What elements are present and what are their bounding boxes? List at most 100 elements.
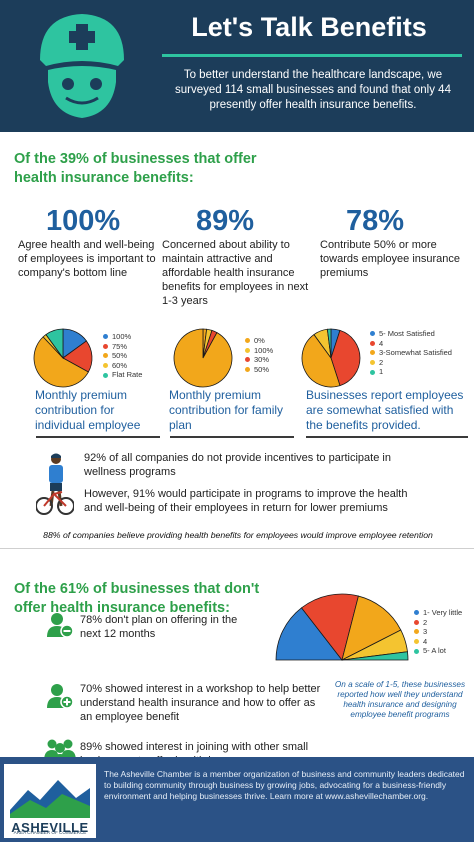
legend-label: 50% [254,364,270,374]
wellness-line-2: However, 91% would participate in progra… [84,488,408,514]
legend-label: 50% [112,351,128,361]
pie-slice-4 [173,328,233,388]
legend-swatch [245,347,250,353]
person-minus-icon [47,613,74,638]
legend-label: 4 [379,338,384,348]
legend-swatch [103,343,108,349]
legend-label: 2 [423,617,428,627]
semi-pie-understanding [275,593,409,661]
cyclist-icon [36,453,74,515]
pie-caption-family: Monthly premium contribution for family … [169,388,284,432]
nurse-icon [40,14,124,118]
pie-slice-1 [275,607,343,661]
not-offer-heading-line1: Of the 61% of businesses that don't [14,581,260,597]
pie-slice-2 [300,593,359,661]
legend-item: 1 [370,367,452,377]
legend-family: 0% 100% 30% 50% [245,336,273,374]
legend-swatch [414,639,419,645]
pie-divider-3 [306,436,468,438]
legend-swatch [414,610,419,616]
footer: ASHEVILLE AREA CHAMBER OF COMMERCE The A… [0,757,474,842]
legend-swatch [103,353,108,359]
legend-item: 3 [414,627,462,637]
stat-value-2: 89% [196,205,255,237]
legend-item: 2 [370,358,452,368]
pie-slice-5 [326,328,332,359]
legend-label: 0% [254,336,265,345]
not-offer-heading-line2: offer health insurance benefits: [14,600,230,616]
legend-label: 1 [379,367,384,377]
legend-label: 2 [379,357,384,367]
legend-swatch [414,619,419,625]
chamber-logo: ASHEVILLE AREA CHAMBER OF COMMERCE [4,764,96,838]
pie-caption-individual: Monthly premium contribution for individ… [35,388,141,432]
pie-slice-5 [45,328,64,360]
legend-item: 4 [414,637,462,647]
legend-swatch [414,629,419,635]
legend-label: 4 [423,636,428,646]
legend-label: Flat Rate [112,370,143,380]
legend-label: 5- Most Satisfied [379,329,435,338]
understanding-side-note: On a scale of 1-5, these businesses repo… [334,680,466,719]
stat-text-1: Agree health and well-being of employees… [18,239,156,279]
pie-caption-satisfaction: Businesses report employees are somewhat… [306,388,464,432]
legend-satisfaction: 5- Most Satisfied 4 3-Somewhat Satisfied 2 1 [370,329,452,377]
legend-swatch [245,357,250,363]
logo-subtitle: AREA CHAMBER OF COMMERCE [13,830,87,835]
legend-swatch [245,367,250,373]
legend-item: 60% [103,361,142,371]
legend-label: 100% [112,332,132,341]
page-title: Let's Talk Benefits [191,12,427,42]
section-divider [0,548,474,549]
offer-section-heading: Of the 39% of businesses that offer heal… [14,150,257,188]
legend-item: 100% [245,346,273,356]
legend-swatch [370,360,375,366]
legend-swatch [103,372,108,378]
pie-chart-family [173,328,233,388]
not-offer-section-heading: Of the 61% of businesses that don't offe… [14,580,259,618]
legend-label: 75% [112,341,128,351]
pie-divider-1 [36,436,160,438]
legend-swatch [414,648,419,654]
legend-label: 60% [112,360,128,370]
legend-item: 4 [370,339,452,349]
pie-divider-2 [170,436,294,438]
list-item-2: 70% showed interest in a workshop to hel… [80,683,321,723]
legend-label: 5- A lot [423,646,446,656]
legend-swatch [370,331,375,337]
pie-slice-3 [301,333,341,388]
pie-slice-2 [330,329,361,387]
legend-swatch [370,369,375,375]
legend-label: 1- Very little [423,608,463,617]
legend-swatch [370,350,375,356]
legend-swatch [370,340,375,346]
legend-swatch [245,338,250,344]
pie-slice-5 [341,651,409,661]
legend-item: 50% [103,351,142,361]
legend-item: 100% [103,332,142,342]
retention-note: 88% of companies believe providing healt… [43,530,433,540]
legend-label: 100% [254,345,274,355]
stat-text-2: Concerned about ability to maintain attr… [162,239,309,307]
mountain-logo-icon [10,780,90,818]
legend-item: Flat Rate [103,370,142,380]
pie-slice-3 [341,595,402,661]
legend-item: 5- Most Satisfied [370,329,452,339]
offer-heading-line2: health insurance benefits: [14,170,194,186]
header-banner: Let's Talk Benefits To better understand… [0,0,474,132]
legend-label: 3-Somewhat Satisfied [379,348,452,358]
logo-wordmark: ASHEVILLE [11,820,89,835]
list-item-1: 78% don't plan on offering in the next 1… [80,614,238,640]
legend-item: 30% [245,355,273,365]
legend-item: 3-Somewhat Satisfied [370,348,452,358]
stat-value-3: 78% [346,205,405,237]
legend-understanding: 1- Very little 2 3 4 5- A lot [414,608,462,656]
stat-value-1: 100% [46,205,121,237]
legend-label: 3 [423,627,428,637]
header-description: To better understand the healthcare land… [175,69,451,111]
person-plus-icon [47,684,74,709]
wellness-line-1: 92% of all companies do not provide ince… [84,452,391,478]
pie-slice-3 [33,336,89,388]
legend-item: 75% [103,342,142,352]
stat-text-3: Contribute 50% or more towards employee … [320,239,461,279]
